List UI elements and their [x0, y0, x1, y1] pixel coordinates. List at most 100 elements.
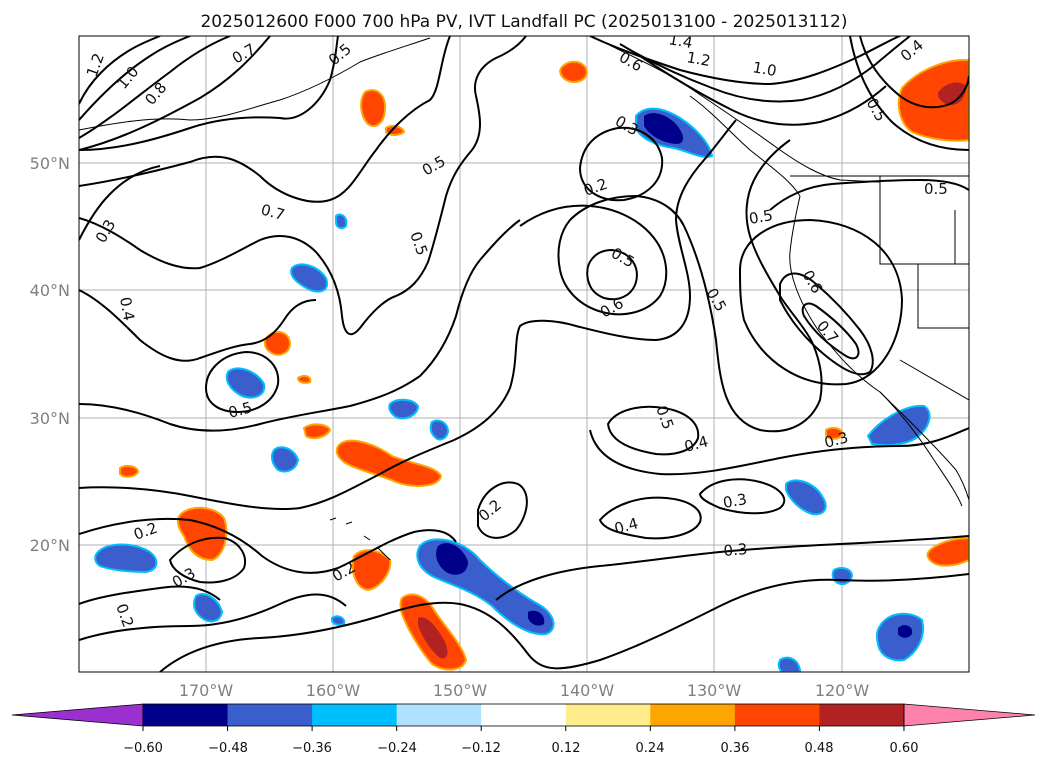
- contour-0-5-east: [683, 139, 823, 433]
- contour-label: 0.4: [612, 514, 640, 538]
- shade-pos: [418, 617, 448, 659]
- contour-0-8: [79, 36, 231, 139]
- shade-pos: [119, 464, 140, 478]
- lon-label: 170°W: [179, 681, 234, 700]
- islands-hawaii: [329, 517, 391, 561]
- colorbar-tick-label: 0.36: [721, 741, 750, 756]
- shade-neg: [388, 398, 420, 420]
- colorbar-frame: [142, 703, 905, 727]
- colorbar-tick-label: −0.24: [377, 741, 417, 756]
- contour-0-2-north: [578, 126, 664, 202]
- contour-0-7-mid: [79, 36, 451, 203]
- contour-0-3-center: [79, 119, 737, 511]
- lat-axis: 50°N 40°N 30°N 20°N: [30, 154, 70, 555]
- contour-0-5-ne-2: [769, 178, 969, 211]
- contour-0-5-center: [557, 194, 685, 271]
- shade-pos: [296, 374, 312, 384]
- shade-neg: [777, 656, 802, 672]
- shade-pos: [360, 89, 387, 127]
- colorbar-tick-label: −0.12: [461, 741, 501, 756]
- border-states: [879, 176, 969, 401]
- shade-neg: [94, 543, 158, 574]
- shade-neg: [225, 367, 266, 399]
- contour-1-0: [79, 36, 191, 121]
- contour-0-2-center-loop: [477, 481, 528, 539]
- shade-neg: [528, 610, 545, 626]
- coastline-alaska: [79, 37, 431, 131]
- colorbar-segment: [143, 704, 229, 726]
- lon-label: 130°W: [687, 681, 742, 700]
- colorbar-tick-label: 0.60: [890, 741, 919, 756]
- lon-axis: 170°W 160°W 150°W 140°W 130°W 120°W: [179, 681, 870, 700]
- shade-pos: [302, 423, 332, 439]
- colorbar-segment: [650, 704, 736, 726]
- shade-pos: [926, 536, 969, 567]
- shade-neg: [436, 543, 468, 575]
- contour-0-7: [79, 36, 271, 151]
- lon-label: 140°W: [560, 681, 615, 700]
- shade-neg: [644, 113, 684, 144]
- contour-0-3-west: [79, 165, 161, 241]
- colorbar-tick-label: −0.60: [123, 741, 163, 756]
- colorbar-segment: [734, 704, 820, 726]
- contour-label: 0.3: [722, 490, 749, 512]
- contour-label: 0.5: [226, 398, 254, 422]
- contour-label: 0.3: [723, 540, 748, 560]
- contour-0-6: [586, 248, 638, 301]
- contour-0-4-center: [519, 204, 668, 316]
- figure-title: 2025012600 F000 700 hPa PV, IVT Landfall…: [200, 12, 847, 32]
- shade-neg: [290, 263, 328, 293]
- lon-label: 120°W: [815, 681, 870, 700]
- contour-0-2-south: [79, 517, 457, 574]
- contour-label: 1.0: [751, 58, 778, 80]
- contour-0-3-south-east: [698, 478, 786, 515]
- contour-label: 1.2: [685, 48, 712, 70]
- shaded-field: [94, 59, 969, 672]
- colorbar-tick-label: −0.48: [208, 741, 248, 756]
- colorbar-segment: [227, 704, 313, 726]
- colorbar: [11, 703, 1036, 731]
- shade-neg: [270, 446, 300, 473]
- lat-label: 20°N: [30, 536, 70, 555]
- colorbar-extend-low: [11, 703, 144, 727]
- colorbar-tick-label: 0.48: [805, 741, 834, 756]
- contour-1-2-east: [619, 36, 911, 103]
- contour-0-5-west: [79, 36, 527, 336]
- contour-label: 0.4: [682, 432, 710, 456]
- contour-0-3-sw: [168, 536, 246, 584]
- lon-label: 150°W: [433, 681, 488, 700]
- contour-1-0-east: [639, 55, 887, 126]
- contour-0-6-east: [779, 272, 874, 376]
- colorbar-segment: [312, 704, 398, 726]
- contour-0-5-loop: [204, 350, 280, 414]
- colorbar-tick-label: −0.36: [292, 741, 332, 756]
- contour-label: 0.5: [748, 206, 775, 228]
- shade-pos: [897, 59, 969, 142]
- contour-label: 0.3: [822, 428, 850, 452]
- lat-label: 50°N: [30, 154, 70, 173]
- coastline-baja: [879, 391, 963, 507]
- contour-0-2-sw: [79, 585, 221, 605]
- contour-0-4-west: [79, 289, 317, 362]
- shade-neg: [875, 612, 924, 662]
- colorbar-segment: [481, 704, 567, 726]
- lat-label: 30°N: [30, 409, 70, 428]
- colorbar-ticks: −0.60 −0.48 −0.36 −0.24 −0.12 0.12 0.24 …: [123, 741, 918, 756]
- contour-0-5-south: [606, 405, 700, 456]
- lon-label: 160°W: [306, 681, 361, 700]
- coastline-bc: [689, 95, 801, 197]
- shade-pos: [825, 426, 845, 440]
- contour-0-5-ring: [738, 218, 904, 386]
- map-border: [78, 35, 970, 673]
- colorbar-tick-label: 0.12: [552, 741, 581, 756]
- shade-neg: [193, 593, 224, 623]
- contour-label: 0.7: [259, 200, 287, 224]
- contour-0-4-ne: [859, 36, 969, 109]
- contour-1-2: [79, 36, 161, 105]
- shade-neg: [831, 567, 854, 585]
- coastline-alaska-panhandle: [599, 39, 881, 183]
- shade-neg: [429, 419, 450, 441]
- shade-pos: [335, 439, 443, 487]
- contour-0-2-bottom-2: [159, 573, 969, 672]
- contour-0-4-south: [589, 427, 969, 476]
